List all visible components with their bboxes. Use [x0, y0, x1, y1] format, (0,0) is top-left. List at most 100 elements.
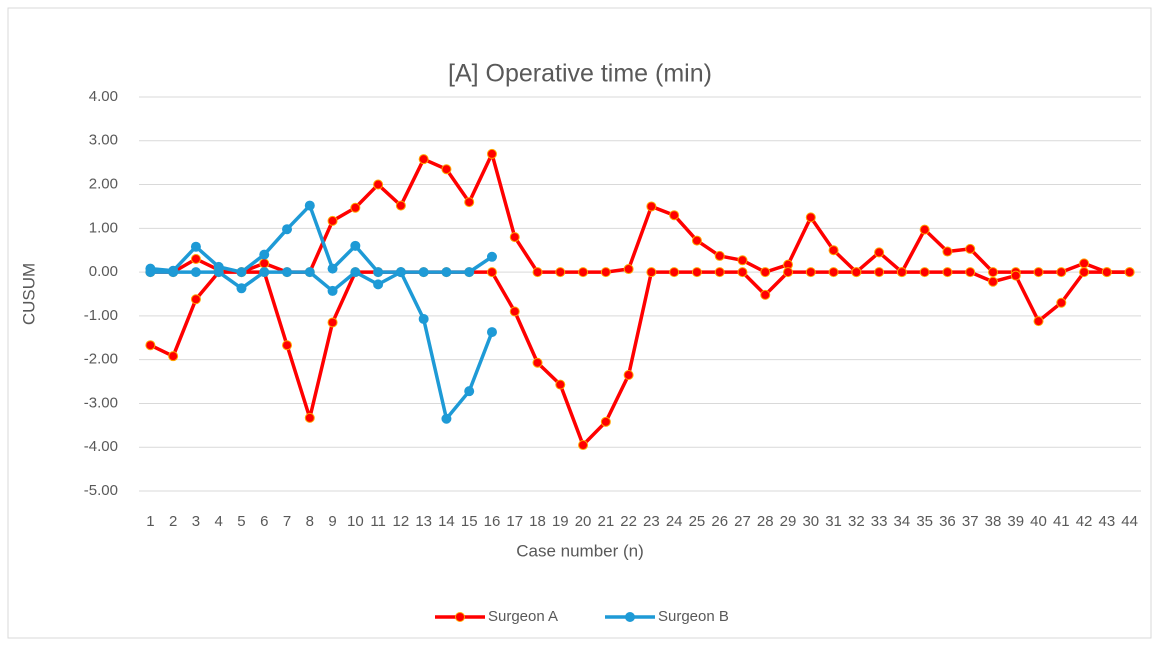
point-marker — [259, 258, 270, 269]
point-marker — [555, 267, 566, 278]
x-tick-label: 15 — [461, 513, 478, 530]
point-marker — [282, 267, 293, 278]
point-marker — [464, 197, 475, 208]
point-marker — [304, 267, 315, 278]
point-marker — [190, 241, 201, 252]
legend-marker — [625, 612, 635, 622]
y-tick-label: -5.00 — [84, 482, 118, 499]
point-marker — [304, 200, 315, 211]
point-marker — [304, 412, 315, 423]
point-marker — [168, 351, 179, 362]
x-tick-label: 2 — [169, 513, 177, 530]
series-line — [150, 270, 494, 421]
point-marker — [669, 267, 680, 278]
x-tick-label: 9 — [328, 513, 336, 530]
x-tick-label: 12 — [393, 513, 410, 530]
point-marker — [259, 267, 270, 278]
point-marker — [783, 267, 794, 278]
x-tick-label: 32 — [848, 513, 865, 530]
point-marker — [327, 215, 338, 226]
point-marker — [373, 179, 384, 190]
point-marker — [600, 267, 611, 278]
x-tick-label: 24 — [666, 513, 683, 530]
point-marker — [1056, 297, 1067, 308]
x-tick-label: 29 — [780, 513, 797, 530]
point-marker — [168, 267, 179, 278]
point-marker — [1056, 267, 1067, 278]
x-tick-label: 42 — [1076, 513, 1093, 530]
point-marker — [532, 357, 543, 368]
point-marker — [441, 413, 452, 424]
legend-label: Surgeon A — [488, 608, 558, 625]
x-tick-label: 21 — [597, 513, 614, 530]
x-tick-label: 6 — [260, 513, 268, 530]
x-tick-label: 30 — [802, 513, 819, 530]
point-marker — [942, 267, 953, 278]
x-tick-label: 8 — [306, 513, 314, 530]
point-marker — [395, 267, 406, 278]
point-marker — [486, 148, 497, 159]
x-axis-label: Case number (n) — [516, 541, 644, 560]
x-tick-label: 35 — [916, 513, 933, 530]
x-tick-label: 25 — [689, 513, 706, 530]
x-tick-label: 5 — [237, 513, 245, 530]
x-tick-label: 14 — [438, 513, 455, 530]
point-marker — [236, 283, 247, 294]
point-marker — [282, 224, 293, 235]
point-marker — [1101, 267, 1112, 278]
point-marker — [874, 247, 885, 258]
y-tick-label: 2.00 — [89, 176, 118, 193]
point-marker — [623, 369, 634, 380]
point-marker — [828, 267, 839, 278]
point-marker — [1010, 270, 1021, 281]
point-marker — [1124, 267, 1135, 278]
y-tick-label: 1.00 — [89, 219, 118, 236]
point-marker — [418, 313, 429, 324]
point-marker — [919, 267, 930, 278]
point-marker — [874, 267, 885, 278]
point-marker — [532, 267, 543, 278]
y-tick-label: -2.00 — [84, 351, 118, 368]
x-tick-label: 43 — [1098, 513, 1115, 530]
point-marker — [919, 224, 930, 235]
x-tick-label: 20 — [575, 513, 592, 530]
point-marker — [509, 306, 520, 317]
point-marker — [145, 340, 156, 351]
point-marker — [190, 294, 201, 305]
x-tick-label: 11 — [370, 513, 386, 530]
y-tick-label: -4.00 — [84, 438, 118, 455]
point-marker — [486, 267, 497, 278]
point-marker — [1033, 316, 1044, 327]
x-tick-label: 27 — [734, 513, 751, 530]
x-tick-label: 36 — [939, 513, 956, 530]
point-marker — [760, 289, 771, 300]
point-marker — [646, 267, 657, 278]
point-marker — [395, 200, 406, 211]
point-marker — [145, 267, 156, 278]
point-marker — [714, 267, 725, 278]
point-marker — [373, 279, 384, 290]
x-tick-label: 4 — [215, 513, 223, 530]
x-tick-label: 31 — [825, 513, 842, 530]
point-marker — [350, 202, 361, 213]
x-tick-label: 3 — [192, 513, 200, 530]
point-marker — [464, 267, 475, 278]
point-marker — [987, 267, 998, 278]
y-tick-label: -1.00 — [84, 307, 118, 324]
point-marker — [464, 386, 475, 397]
point-marker — [350, 267, 361, 278]
point-marker — [418, 154, 429, 165]
point-marker — [737, 255, 748, 266]
point-marker — [578, 267, 589, 278]
point-marker — [441, 164, 452, 175]
legend-label: Surgeon B — [658, 608, 729, 625]
x-tick-label: 7 — [283, 513, 291, 530]
point-marker — [555, 379, 566, 390]
x-tick-label: 37 — [962, 513, 979, 530]
point-marker — [1079, 267, 1090, 278]
legend-marker — [455, 612, 465, 622]
point-marker — [965, 243, 976, 254]
y-tick-label: -3.00 — [84, 394, 118, 411]
point-marker — [987, 276, 998, 287]
point-marker — [600, 416, 611, 427]
